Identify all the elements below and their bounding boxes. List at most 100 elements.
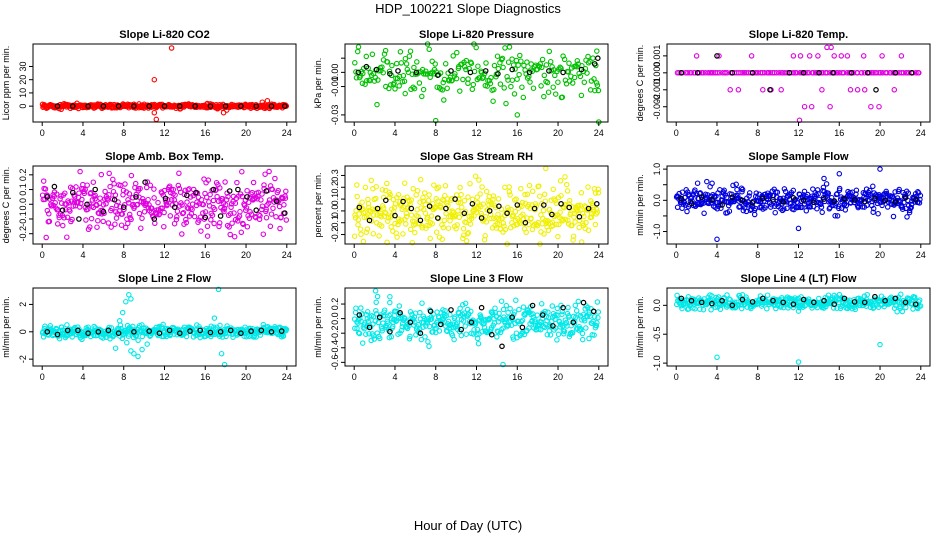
data-point [502, 45, 508, 51]
data-point [536, 63, 543, 70]
reference-point [467, 69, 474, 76]
x-tick-label: 24 [594, 250, 604, 260]
reference-point [363, 63, 370, 70]
data-point [368, 177, 375, 184]
data-point [385, 218, 391, 224]
data-point [209, 212, 216, 218]
data-point [877, 70, 884, 76]
data-point [801, 188, 808, 195]
data-point [368, 337, 374, 344]
data-point [524, 59, 530, 65]
data-point [878, 293, 885, 299]
reference-point [193, 189, 199, 196]
data-point [753, 190, 760, 196]
data-point [460, 235, 466, 242]
outlier-point [827, 103, 833, 110]
data-point [544, 79, 551, 86]
x-tick-label: 16 [200, 128, 210, 138]
data-point [557, 64, 563, 71]
data-point [404, 66, 411, 73]
data-point [512, 208, 519, 215]
data-point [208, 323, 214, 329]
data-point [468, 213, 475, 219]
data-point [355, 44, 362, 50]
data-point [544, 219, 550, 225]
data-point [53, 191, 60, 197]
data-point [479, 75, 486, 82]
reference-point [591, 61, 598, 67]
reference-point [739, 296, 746, 303]
data-point [64, 234, 70, 240]
data-point [403, 61, 410, 67]
data-point [175, 182, 182, 189]
data-point [269, 186, 276, 193]
data-point [506, 189, 513, 195]
reference-point [821, 196, 827, 202]
y-tick-label: 0.000 [652, 62, 662, 85]
data-point [804, 191, 811, 198]
data-point [356, 330, 363, 337]
data-point [168, 197, 175, 203]
data-point [216, 223, 222, 230]
reference-point [522, 219, 529, 226]
outlier-point [877, 341, 883, 348]
reference-point [44, 328, 51, 335]
data-point [771, 186, 777, 193]
reference-point [268, 328, 275, 335]
reference-point [187, 328, 193, 334]
panel-title: Slope Gas Stream RH [420, 151, 533, 163]
data-point [69, 216, 75, 223]
outlier-point [844, 53, 851, 59]
data-point [516, 218, 522, 224]
data-point [387, 299, 393, 306]
data-point [278, 214, 284, 220]
data-point [200, 201, 207, 208]
x-tick-label: 4 [392, 372, 397, 382]
reference-point [861, 198, 868, 205]
data-point [125, 220, 131, 227]
data-point [832, 213, 838, 219]
data-point [532, 319, 538, 325]
data-point [411, 64, 417, 71]
data-point [523, 328, 529, 335]
y-tick-label: 0.0 [330, 205, 340, 218]
data-point [739, 186, 746, 193]
data-point [576, 224, 582, 231]
outlier-point [821, 175, 827, 182]
data-point [401, 180, 408, 186]
reference-point [146, 103, 153, 109]
data-point [733, 181, 739, 188]
reference-point [184, 192, 190, 199]
data-point [537, 193, 543, 199]
data-point [261, 182, 267, 188]
x-tick-label: 20 [875, 372, 885, 382]
y-axis-label: Licor ppm per min. [1, 46, 11, 121]
reference-point [495, 71, 501, 77]
x-tick-label: 0 [674, 128, 679, 138]
data-point [471, 213, 477, 219]
x-tick-label: 12 [471, 372, 481, 382]
data-point [563, 181, 570, 188]
data-point [814, 205, 820, 212]
data-point [412, 229, 418, 236]
x-tick-label: 24 [282, 128, 292, 138]
data-point [688, 301, 694, 307]
data-point [403, 210, 410, 217]
data-point [62, 190, 68, 196]
x-tick-label: 16 [834, 250, 844, 260]
reference-point [759, 295, 766, 302]
data-point [579, 63, 585, 69]
data-point [174, 214, 180, 220]
data-point [511, 309, 518, 315]
data-point [40, 178, 47, 184]
outlier-point [383, 83, 389, 90]
panel-title: Slope Amb. Box Temp. [105, 151, 224, 163]
data-point [488, 215, 494, 222]
data-point [565, 217, 571, 224]
data-point [425, 197, 432, 204]
data-point [858, 70, 865, 76]
data-point [908, 204, 914, 211]
data-point [42, 323, 48, 330]
data-point [128, 172, 135, 179]
data-point [134, 201, 141, 208]
